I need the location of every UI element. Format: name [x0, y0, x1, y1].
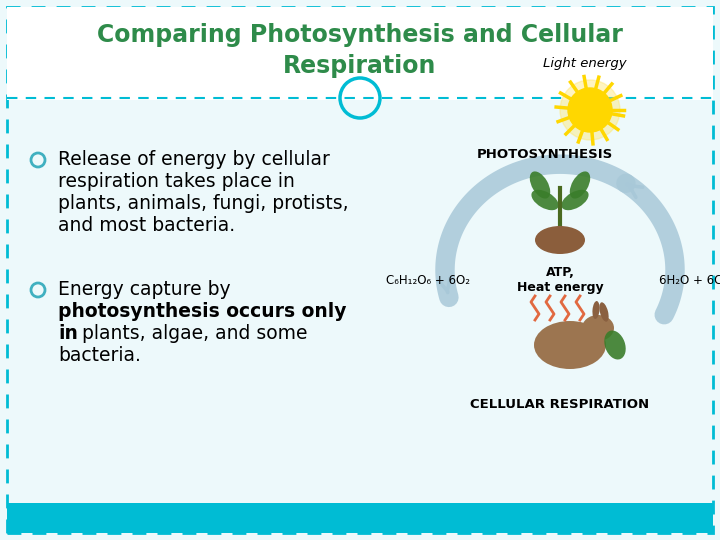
- Text: and most bacteria.: and most bacteria.: [58, 216, 235, 235]
- Ellipse shape: [570, 171, 590, 199]
- Text: photosynthesis occurs only: photosynthesis occurs only: [58, 302, 346, 321]
- Ellipse shape: [582, 315, 614, 341]
- FancyBboxPatch shape: [7, 7, 713, 533]
- Ellipse shape: [562, 190, 588, 210]
- Ellipse shape: [531, 190, 559, 210]
- Text: Respiration: Respiration: [283, 54, 437, 78]
- Text: PHOTOSYNTHESIS: PHOTOSYNTHESIS: [477, 148, 613, 161]
- Text: CELLULAR RESPIRATION: CELLULAR RESPIRATION: [470, 399, 649, 411]
- Text: Light energy: Light energy: [543, 57, 627, 70]
- Bar: [7, 7, 713, 100]
- Ellipse shape: [530, 171, 550, 199]
- Text: bacteria.: bacteria.: [58, 346, 141, 365]
- Text: 6H₂O + 6CO₂: 6H₂O + 6CO₂: [660, 273, 720, 287]
- Text: in: in: [58, 324, 78, 343]
- Ellipse shape: [604, 330, 626, 360]
- Circle shape: [560, 80, 620, 140]
- Text: C₆H₁₂O₆ + 6O₂: C₆H₁₂O₆ + 6O₂: [386, 273, 470, 287]
- Text: plants, animals, fungi, protists,: plants, animals, fungi, protists,: [58, 194, 348, 213]
- Ellipse shape: [534, 321, 606, 369]
- Bar: [7, 503, 713, 533]
- Text: respiration takes place in: respiration takes place in: [58, 172, 295, 191]
- Circle shape: [568, 88, 612, 132]
- Text: ATP,
Heat energy: ATP, Heat energy: [517, 266, 603, 294]
- Text: Energy capture by: Energy capture by: [58, 280, 230, 299]
- Text: Release of energy by cellular: Release of energy by cellular: [58, 150, 330, 169]
- Text: plants, algae, and some: plants, algae, and some: [76, 324, 307, 343]
- Text: Comparing Photosynthesis and Cellular: Comparing Photosynthesis and Cellular: [97, 23, 623, 47]
- Ellipse shape: [599, 302, 608, 322]
- Ellipse shape: [593, 301, 600, 319]
- Ellipse shape: [535, 226, 585, 254]
